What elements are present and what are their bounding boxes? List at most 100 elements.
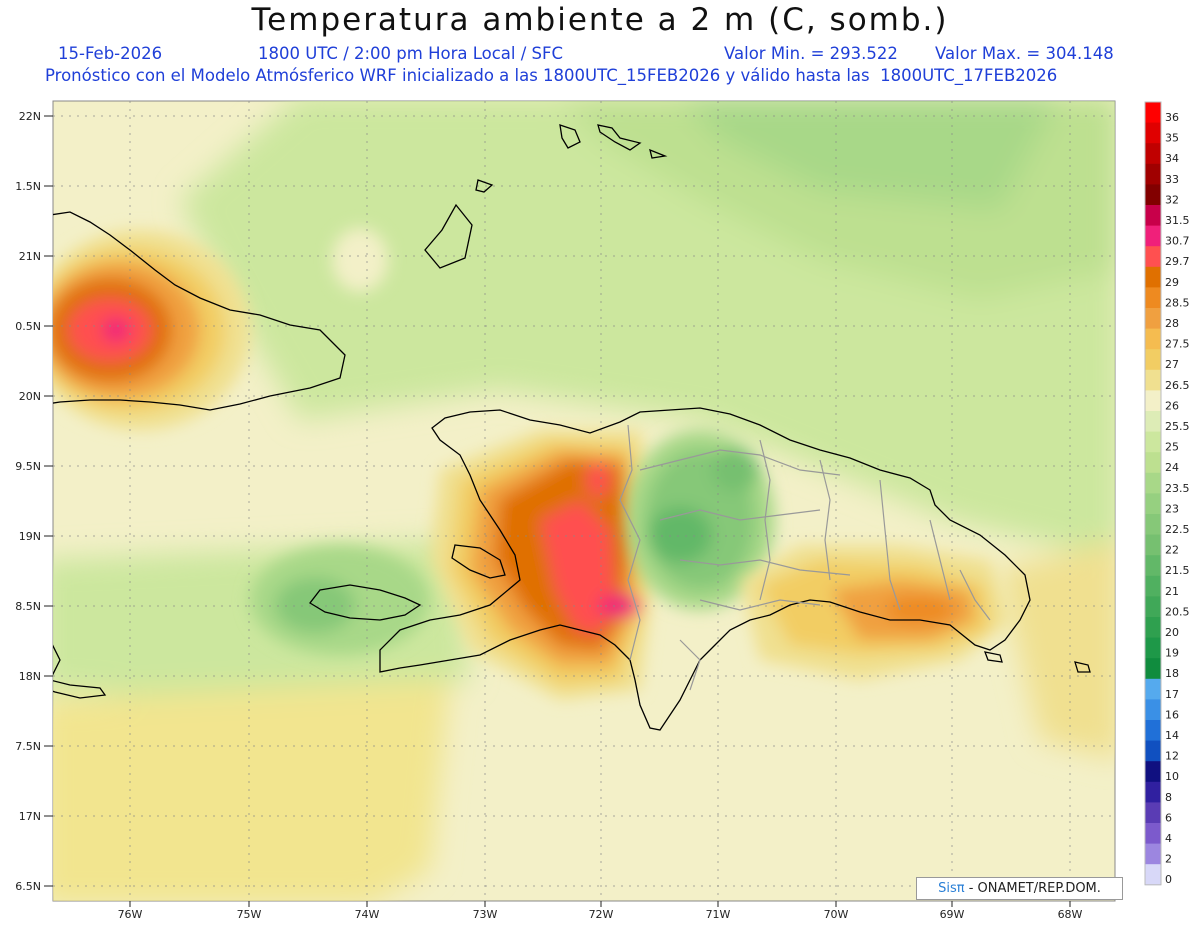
colorbar-swatch <box>1145 658 1161 680</box>
colorbar-swatch <box>1145 102 1161 124</box>
colorbar-swatch <box>1145 843 1161 865</box>
colorbar-label: 12 <box>1165 750 1179 763</box>
colorbar-swatch <box>1145 534 1161 556</box>
lon-label: 69W <box>940 908 965 921</box>
colorbar-label: 2 <box>1165 853 1172 866</box>
colorbar-label: 6 <box>1165 811 1172 824</box>
lon-label: 72W <box>589 908 614 921</box>
colorbar-swatch <box>1145 163 1161 185</box>
colorbar-swatch <box>1145 699 1161 721</box>
colorbar-label: 23 <box>1165 502 1179 515</box>
lat-label: 20N <box>19 390 41 403</box>
lat-label: 7.5N <box>15 740 41 753</box>
colorbar-swatch <box>1145 246 1161 268</box>
lon-label: 75W <box>237 908 262 921</box>
colorbar-label: 10 <box>1165 770 1179 783</box>
grid-lines <box>53 101 1115 901</box>
colorbar-swatch <box>1145 617 1161 639</box>
colorbar-label: 4 <box>1165 832 1172 845</box>
colorbar-label: 28 <box>1165 317 1179 330</box>
lat-label: 18N <box>19 670 41 683</box>
lat-label: 6.5N <box>15 880 41 893</box>
colorbar-label: 21.5 <box>1165 564 1190 577</box>
credit-brand: Sisπ <box>938 881 965 896</box>
date-label: 15-Feb-2026 <box>58 44 163 63</box>
model-info: Pronóstico con el Modelo Atmósferico WRF… <box>45 66 1058 85</box>
lon-ticks <box>129 901 1071 907</box>
colorbar-label: 34 <box>1165 152 1179 165</box>
colorbar-label: 8 <box>1165 791 1172 804</box>
colorbar-label: 26.5 <box>1165 379 1190 392</box>
colorbar-swatch <box>1145 802 1161 824</box>
lon-label: 76W <box>118 908 143 921</box>
lat-label: 0.5N <box>15 320 41 333</box>
colorbar-swatch <box>1145 637 1161 659</box>
lat-label: 19N <box>19 530 41 543</box>
colorbar-swatch <box>1145 823 1161 845</box>
coastlines <box>53 124 1091 731</box>
provincial-borders <box>619 424 991 691</box>
colorbar-label: 27.5 <box>1165 338 1190 351</box>
lon-label: 74W <box>355 908 380 921</box>
colorbar-swatch <box>1145 514 1161 536</box>
colorbar-swatch <box>1145 328 1161 350</box>
colorbar-swatch <box>1145 431 1161 453</box>
time-label: 1800 UTC / 2:00 pm Hora Local / SFC <box>258 44 564 63</box>
colorbar-swatch <box>1145 349 1161 371</box>
colorbar-swatch <box>1145 761 1161 783</box>
colorbar-swatch <box>1145 740 1161 762</box>
colorbar-swatch <box>1145 205 1161 227</box>
lat-label: 9.5N <box>15 460 41 473</box>
colorbar-swatch <box>1145 452 1161 474</box>
lat-label: 22N <box>19 110 41 123</box>
colorbar-swatch <box>1145 555 1161 577</box>
colorbar-swatch <box>1145 122 1161 144</box>
colorbar-label: 22 <box>1165 544 1179 557</box>
colorbar-label: 18 <box>1165 667 1179 680</box>
lat-label: 8.5N <box>15 600 41 613</box>
map-title: Temperatura ambiente a 2 m (C, somb.) <box>251 2 949 38</box>
colorbar-label: 36 <box>1165 111 1179 124</box>
lat-label: 1.5N <box>15 180 41 193</box>
colorbar-swatch <box>1145 287 1161 309</box>
colorbar-swatch <box>1145 390 1161 412</box>
credit-box: Sisπ - ONAMET/REP.DOM. <box>916 877 1123 900</box>
colorbar-swatch <box>1145 575 1161 597</box>
colorbar-label: 14 <box>1165 729 1179 742</box>
colorbar-label: 16 <box>1165 708 1179 721</box>
colorbar-label: 19 <box>1165 647 1179 660</box>
colorbar-frame <box>1144 101 1162 886</box>
lon-labels: 76W 75W 74W 73W 72W 71W 70W 69W 68W <box>118 908 1083 921</box>
colorbar-label: 20.5 <box>1165 605 1190 618</box>
colorbar-label: 23.5 <box>1165 482 1190 495</box>
colorbar-swatch <box>1145 369 1161 391</box>
colorbar-label: 32 <box>1165 193 1179 206</box>
colorbar-label: 27 <box>1165 358 1179 371</box>
colorbar-label: 25.5 <box>1165 420 1190 433</box>
credit-org: - ONAMET/REP.DOM. <box>964 881 1101 896</box>
colorbar-label: 35 <box>1165 132 1179 145</box>
min-value: Valor Min. = 293.522 <box>724 44 898 63</box>
colorbar-swatch <box>1145 184 1161 206</box>
colorbar-label: 17 <box>1165 688 1179 701</box>
colorbar-label: 33 <box>1165 173 1179 186</box>
colorbar-label: 28.5 <box>1165 296 1190 309</box>
lon-label: 73W <box>473 908 498 921</box>
colorbar-label: 21 <box>1165 585 1179 598</box>
colorbar-swatch <box>1145 864 1161 886</box>
lon-label: 71W <box>706 908 731 921</box>
colorbar-swatch <box>1145 308 1161 330</box>
colorbar-swatch <box>1145 678 1161 700</box>
colorbar-label: 25 <box>1165 441 1179 454</box>
colorbar-label: 0 <box>1165 873 1172 886</box>
colorbar-label: 31.5 <box>1165 214 1190 227</box>
colorbar: 363534333231.530.729.72928.52827.52726.5… <box>1144 101 1190 886</box>
lon-label: 68W <box>1058 908 1083 921</box>
colorbar-swatch <box>1145 596 1161 618</box>
lat-labels: 22N 1.5N 21N 0.5N 20N 9.5N 19N 8.5N 18N … <box>15 110 41 893</box>
colorbar-swatch <box>1145 472 1161 494</box>
colorbar-swatch <box>1145 225 1161 247</box>
max-value: Valor Max. = 304.148 <box>935 44 1114 63</box>
temperature-field <box>53 101 1115 901</box>
colorbar-swatch <box>1145 781 1161 803</box>
